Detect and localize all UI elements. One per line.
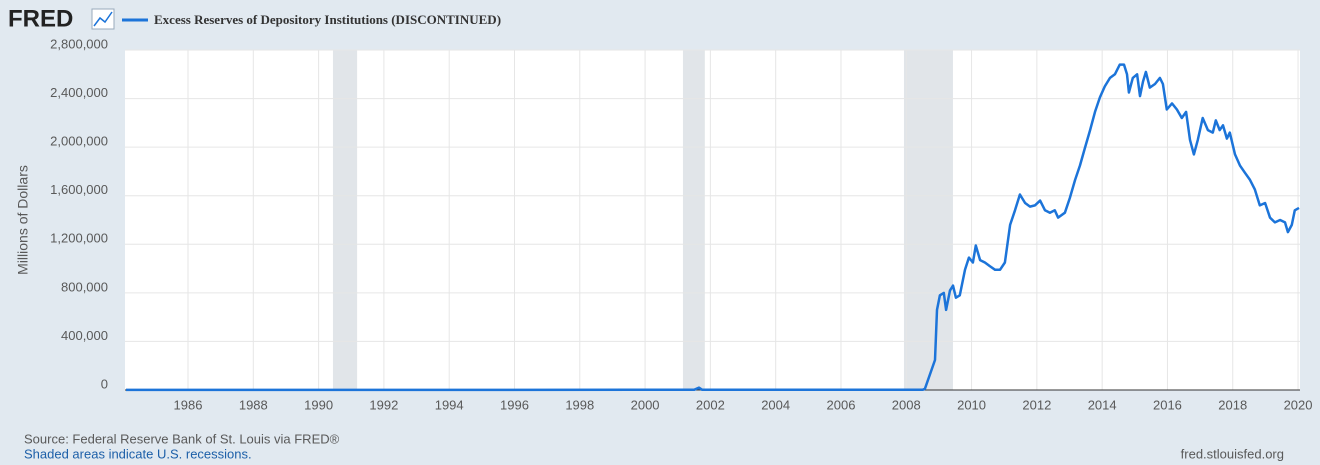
x-tick-label: 2014 (1088, 397, 1117, 412)
y-tick-label: 1,200,000 (50, 231, 108, 246)
x-tick-label: 1988 (239, 397, 268, 412)
legend-label: Excess Reserves of Depository Institutio… (154, 12, 501, 27)
y-tick-label: 1,600,000 (50, 182, 108, 197)
y-tick-label: 800,000 (61, 279, 108, 294)
y-tick-label: 2,000,000 (50, 134, 108, 149)
plot-area (125, 50, 1300, 390)
x-tick-label: 2016 (1153, 397, 1182, 412)
x-tick-label: 2010 (957, 397, 986, 412)
recession-band (682, 50, 705, 390)
recession-note: Shaded areas indicate U.S. recessions. (24, 446, 252, 461)
y-tick-label: 0 (101, 376, 108, 391)
x-tick-label: 2002 (696, 397, 725, 412)
x-tick-label: 2006 (827, 397, 856, 412)
x-tick-label: 2004 (761, 397, 790, 412)
x-tick-label: 2018 (1218, 397, 1247, 412)
series-line (125, 63, 1300, 392)
x-tick-label: 2020 (1284, 397, 1313, 412)
y-tick-label: 2,400,000 (50, 85, 108, 100)
y-tick-label: 2,800,000 (50, 36, 108, 51)
recession-band (903, 50, 953, 390)
source-text: Source: Federal Reserve Bank of St. Loui… (24, 431, 340, 446)
recession-band (332, 50, 358, 390)
logo-icon (91, 8, 115, 30)
site-link: fred.stlouisfed.org (1181, 446, 1284, 461)
x-tick-label: 2008 (892, 397, 921, 412)
x-tick-label: 1996 (500, 397, 529, 412)
y-axis-label: Millions of Dollars (15, 165, 31, 275)
x-tick-label: 1998 (565, 397, 594, 412)
x-tick-label: 1990 (304, 397, 333, 412)
x-tick-label: 2000 (631, 397, 660, 412)
x-tick-label: 1992 (369, 397, 398, 412)
y-tick-label: 400,000 (61, 328, 108, 343)
x-tick-label: 1994 (435, 397, 464, 412)
x-tick-label: 1986 (174, 397, 203, 412)
logo: FRED (8, 5, 73, 32)
x-tick-label: 2012 (1022, 397, 1051, 412)
